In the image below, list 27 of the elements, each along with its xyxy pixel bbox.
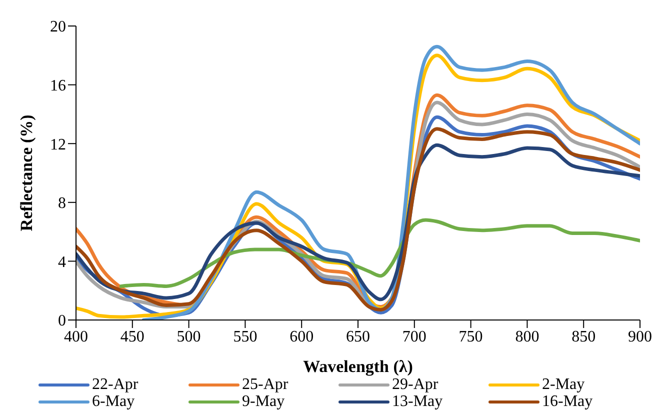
x-tick-label: 900 [628, 328, 652, 346]
legend-label: 25-Apr [242, 376, 288, 393]
y-tick-label: 12 [50, 136, 66, 154]
x-tick-label: 800 [515, 328, 540, 346]
x-axis-title: Wavelength (λ) [303, 357, 413, 376]
legend-label: 9-May [242, 393, 285, 410]
y-tick-label: 20 [50, 18, 66, 36]
y-tick-label: 8 [58, 195, 66, 212]
x-tick-label: 750 [458, 328, 483, 346]
x-tick-label: 400 [64, 328, 88, 346]
x-tick-label: 550 [233, 328, 258, 346]
y-tick-label: 16 [50, 77, 66, 94]
legend-label: 6-May [92, 393, 135, 410]
x-tick-label: 650 [346, 328, 370, 346]
legend-label: 29-Apr [392, 376, 438, 393]
x-tick-label: 850 [572, 328, 596, 346]
legend-label: 16-May [542, 393, 593, 410]
legend-label: 22-Apr [92, 376, 138, 393]
legend-label: 13-May [392, 393, 443, 410]
x-tick-label: 700 [402, 328, 426, 346]
y-tick-label: 0 [58, 312, 66, 330]
x-tick-label: 600 [290, 328, 314, 346]
y-tick-label: 4 [58, 254, 66, 271]
y-axis-title: Reflectance (%) [17, 114, 36, 232]
x-tick-label: 500 [176, 328, 201, 346]
x-tick-label: 450 [120, 328, 144, 346]
legend-label: 2-May [542, 376, 585, 393]
